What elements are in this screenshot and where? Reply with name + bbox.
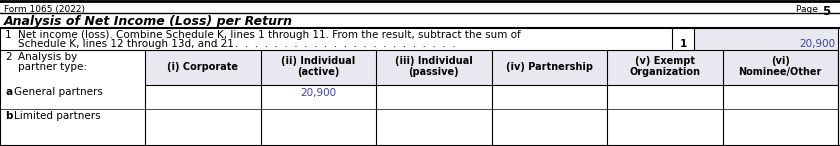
Text: (iv) Partnership: (iv) Partnership: [506, 62, 593, 72]
Text: Limited partners: Limited partners: [14, 111, 101, 121]
Text: b: b: [5, 111, 13, 121]
Text: (v) Exempt: (v) Exempt: [635, 56, 695, 66]
Text: .  .  .  .  .  .  .  .  .  .  .  .  .  .  .  .  .  .  .  .  .  .  .  .  .: . . . . . . . . . . . . . . . . . . . . …: [212, 39, 455, 49]
Text: Net income (loss). Combine Schedule K, lines 1 through 11. From the result, subt: Net income (loss). Combine Schedule K, l…: [18, 30, 521, 40]
Text: Page: Page: [796, 5, 821, 14]
Text: (ii) Individual: (ii) Individual: [281, 56, 355, 66]
Text: Organization: Organization: [629, 67, 701, 77]
Text: 1: 1: [680, 39, 686, 49]
Text: Form 1065 (2022): Form 1065 (2022): [4, 5, 85, 14]
Text: 1: 1: [5, 30, 12, 40]
Text: Analysis by: Analysis by: [18, 52, 77, 62]
Text: (i) Corporate: (i) Corporate: [167, 62, 239, 72]
Text: General partners: General partners: [14, 87, 102, 97]
Text: 20,900: 20,900: [799, 39, 835, 49]
Text: partner type:: partner type:: [18, 62, 87, 72]
Text: 20,900: 20,900: [300, 88, 336, 98]
Text: Nominee/Other: Nominee/Other: [738, 67, 822, 77]
Text: (active): (active): [297, 67, 339, 77]
Text: (vi): (vi): [771, 56, 790, 66]
Bar: [145, 50, 838, 85]
Text: (iii) Individual: (iii) Individual: [395, 56, 473, 66]
Text: Analysis of Net Income (Loss) per Return: Analysis of Net Income (Loss) per Return: [4, 15, 293, 28]
Text: 2: 2: [5, 52, 12, 62]
Text: a: a: [5, 87, 12, 97]
Text: (passive): (passive): [408, 67, 459, 77]
Text: 5: 5: [822, 5, 830, 18]
Text: Schedule K, lines 12 through 13d, and 21: Schedule K, lines 12 through 13d, and 21: [18, 39, 234, 49]
Bar: [694, 28, 838, 50]
